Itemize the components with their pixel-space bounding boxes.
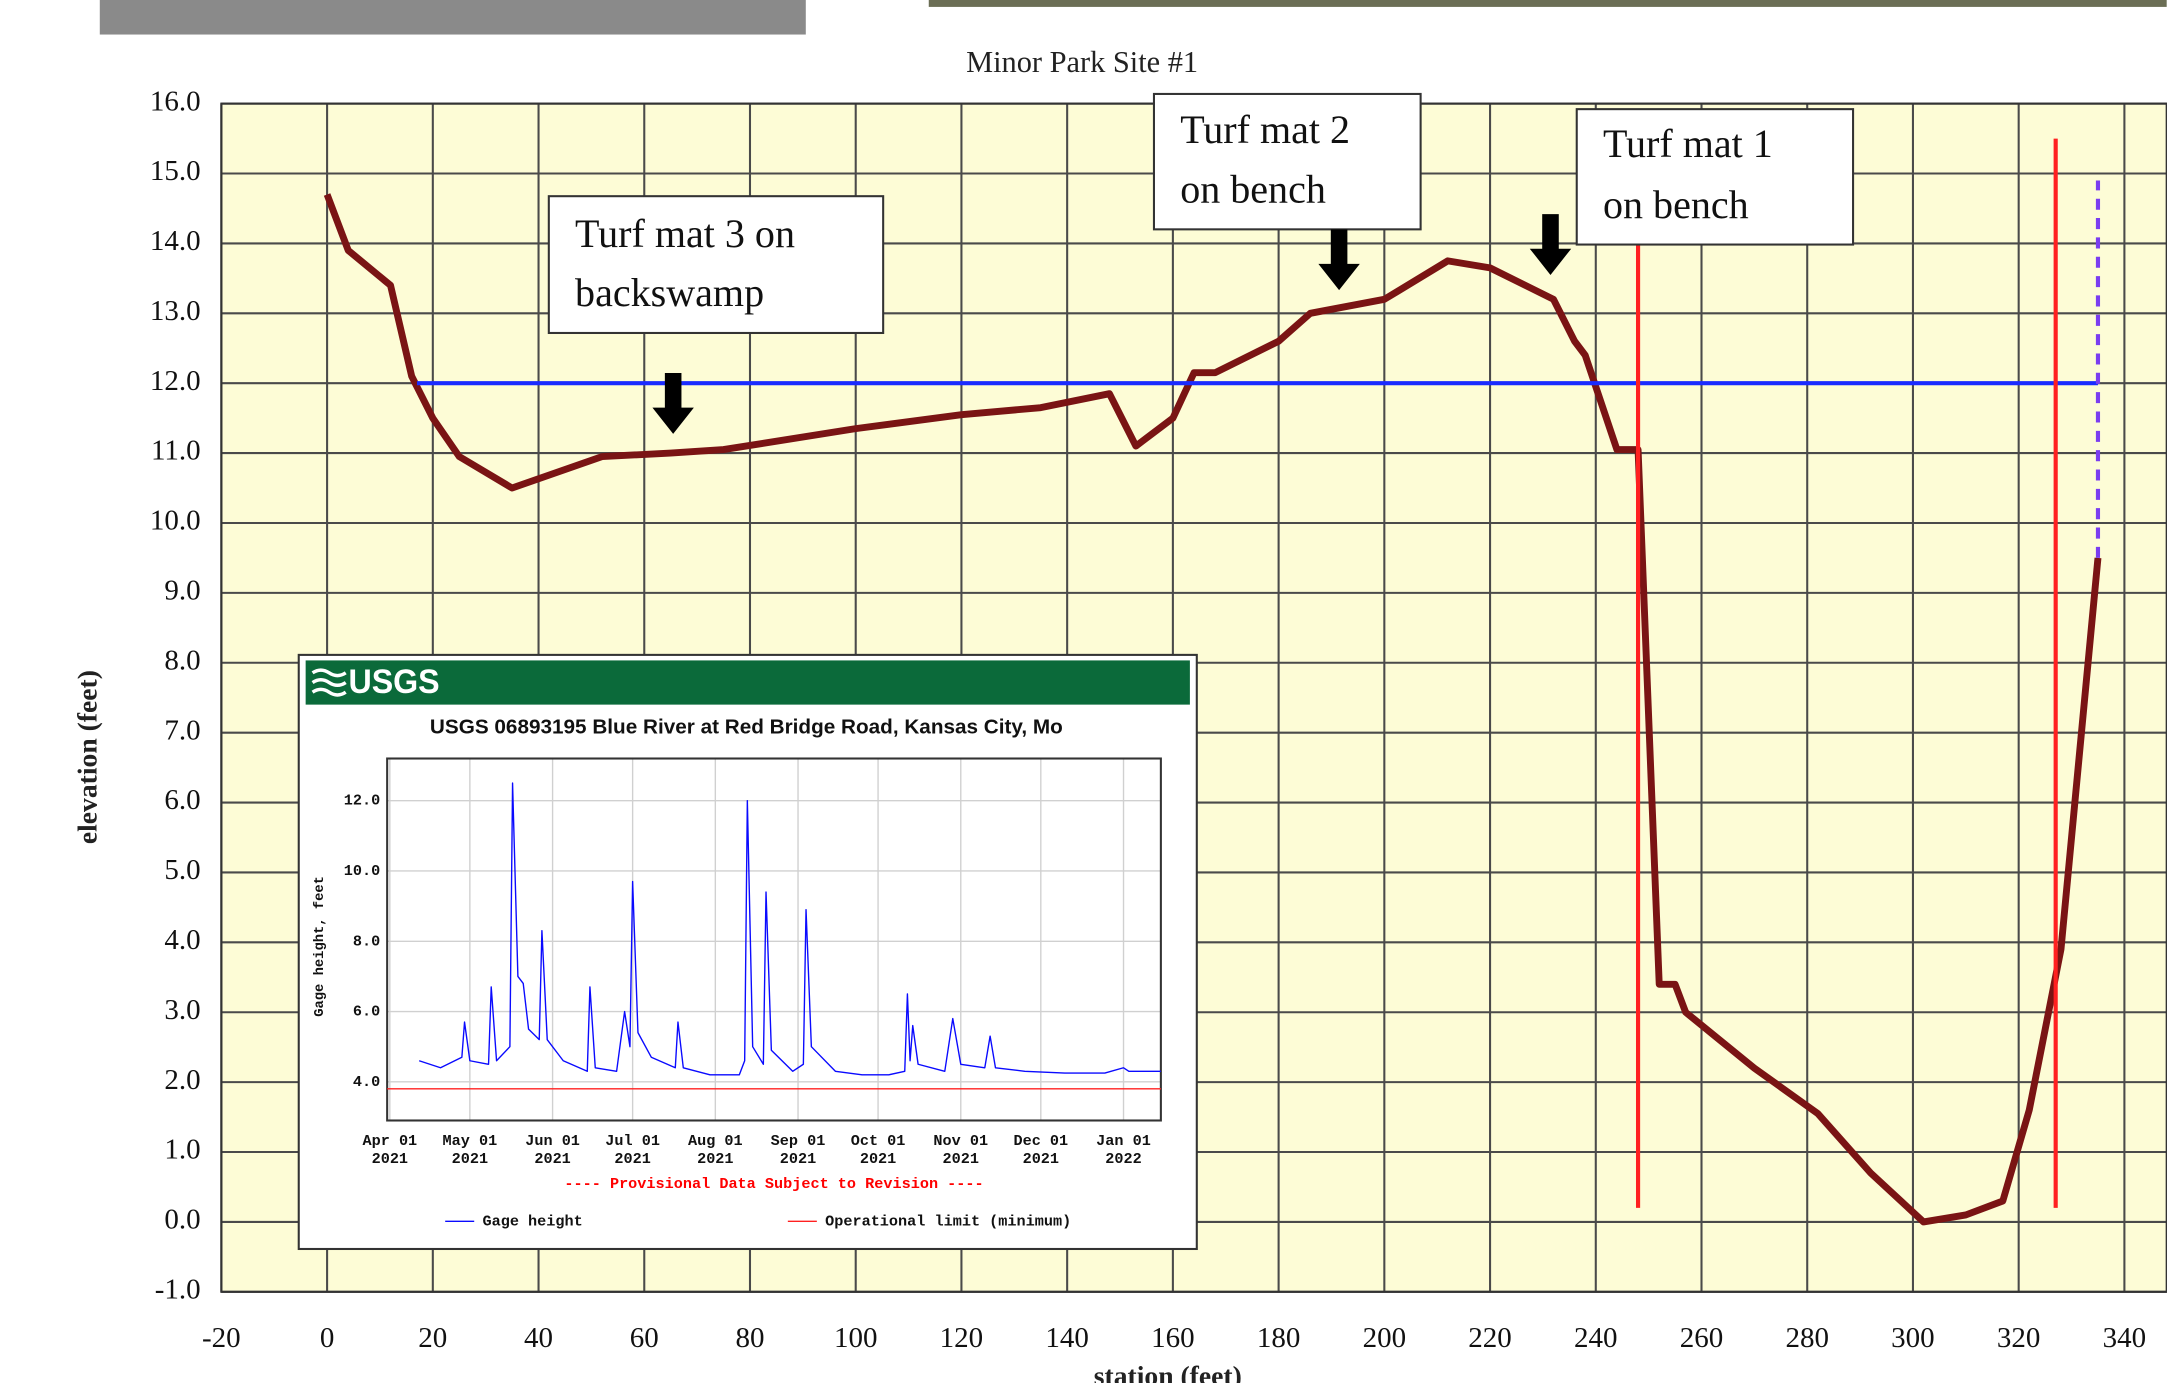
y-tick-label: 15.0 — [150, 155, 201, 187]
x-tick-label: 240 — [1574, 1322, 1618, 1354]
y-tick-label: 6.0 — [353, 1003, 380, 1021]
annotation-text: on bench — [1603, 182, 1749, 227]
x-tick-label: 140 — [1045, 1322, 1089, 1354]
x-tick-label: Jan 01 — [1096, 1132, 1151, 1150]
x-tick-label: 40 — [524, 1322, 553, 1354]
annotation-text: Turf mat 1 — [1603, 121, 1773, 166]
x-tick-label: 340 — [2103, 1322, 2147, 1354]
x-tick-label: 220 — [1468, 1322, 1512, 1354]
x-tick-label: 180 — [1257, 1322, 1301, 1354]
x-tick-label: 2021 — [614, 1150, 650, 1168]
x-tick-label: 2021 — [372, 1150, 408, 1168]
photo-strip — [100, 0, 806, 35]
y-tick-label: 16.0 — [150, 85, 201, 117]
y-tick-label: -1.0 — [155, 1273, 201, 1305]
annotation-text: Turf mat 3 on — [575, 211, 795, 256]
x-tick-label: 60 — [630, 1322, 659, 1354]
x-tick-label: 260 — [1680, 1322, 1724, 1354]
x-tick-label: Dec 01 — [1013, 1132, 1068, 1150]
y-tick-label: 4.0 — [353, 1073, 380, 1091]
x-tick-label: 2021 — [943, 1150, 979, 1168]
y-tick-label: 10.0 — [150, 505, 201, 537]
x-tick-label: 2021 — [780, 1150, 816, 1168]
x-tick-label: 2021 — [697, 1150, 733, 1168]
x-tick-label: Oct 01 — [851, 1132, 906, 1150]
y-tick-label: 9.0 — [164, 575, 200, 607]
inset-title: USGS 06893195 Blue River at Red Bridge R… — [430, 716, 1063, 739]
annotation-text: on bench — [1180, 167, 1326, 212]
x-tick-label: Jun 01 — [525, 1132, 580, 1150]
y-tick-label: 5.0 — [164, 854, 200, 886]
x-tick-label: Aug 01 — [688, 1132, 743, 1150]
x-tick-label: 0 — [320, 1322, 335, 1354]
y-tick-label: 8.0 — [353, 932, 380, 950]
photo-strip — [929, 0, 2167, 7]
annotation-text: backswamp — [575, 270, 764, 315]
x-tick-label: 2021 — [860, 1150, 896, 1168]
chart-title: Minor Park Site #1 — [966, 45, 1198, 79]
x-axis-label: station (feet) — [1094, 1360, 1242, 1383]
y-tick-label: 10.0 — [344, 862, 380, 880]
y-tick-label: 4.0 — [164, 924, 200, 956]
x-tick-label: 320 — [1997, 1322, 2041, 1354]
x-tick-label: 280 — [1785, 1322, 1829, 1354]
y-tick-label: 13.0 — [150, 295, 201, 327]
inset-plot-area — [387, 759, 1161, 1121]
x-tick-label: 160 — [1151, 1322, 1195, 1354]
x-tick-label: 20 — [418, 1322, 447, 1354]
x-tick-label: Apr 01 — [362, 1132, 417, 1150]
x-tick-label: Jul 01 — [605, 1132, 660, 1150]
x-tick-label: 100 — [834, 1322, 878, 1354]
x-tick-label: Sep 01 — [771, 1132, 826, 1150]
x-tick-label: 300 — [1891, 1322, 1935, 1354]
usgs-gage-chart: USGS USGS 06893195 Blue River at Red Bri… — [299, 655, 1197, 1249]
inset-y-axis-label: Gage height, feet — [312, 876, 328, 1017]
legend-label: Gage height — [482, 1212, 582, 1230]
y-tick-label: 11.0 — [151, 435, 201, 467]
y-axis-label: elevation (feet) — [71, 670, 102, 844]
x-tick-label: 2021 — [1023, 1150, 1059, 1168]
x-tick-label: 2021 — [452, 1150, 488, 1168]
y-tick-label: 12.0 — [344, 792, 380, 810]
y-tick-label: 3.0 — [164, 994, 200, 1026]
y-tick-label: 12.0 — [150, 365, 201, 397]
y-tick-label: 8.0 — [164, 644, 200, 676]
x-tick-label: 120 — [940, 1322, 984, 1354]
x-tick-label: May 01 — [443, 1132, 498, 1150]
y-tick-label: 6.0 — [164, 784, 200, 816]
provisional-note: ---- Provisional Data Subject to Revisio… — [564, 1175, 983, 1193]
legend-label: Operational limit (minimum) — [825, 1212, 1071, 1230]
screenshot: Minor Park Site #1 elevation (feet) stat… — [0, 0, 2167, 1383]
y-tick-label: 0.0 — [164, 1204, 200, 1236]
x-tick-label: Nov 01 — [933, 1132, 988, 1150]
y-tick-label: 7.0 — [164, 714, 200, 746]
y-tick-label: 2.0 — [164, 1064, 200, 1096]
y-tick-label: 14.0 — [150, 225, 201, 257]
x-tick-label: 80 — [735, 1322, 764, 1354]
x-tick-label: 2022 — [1105, 1150, 1141, 1168]
x-tick-label: -20 — [202, 1322, 241, 1354]
y-tick-label: 1.0 — [164, 1134, 200, 1166]
x-tick-label: 200 — [1363, 1322, 1407, 1354]
x-tick-label: 2021 — [534, 1150, 570, 1168]
page: {"chart_data": [ {"type": "line", "title… — [0, 0, 2167, 1383]
usgs-logo: USGS — [348, 663, 439, 701]
annotation-text: Turf mat 2 — [1180, 107, 1350, 152]
